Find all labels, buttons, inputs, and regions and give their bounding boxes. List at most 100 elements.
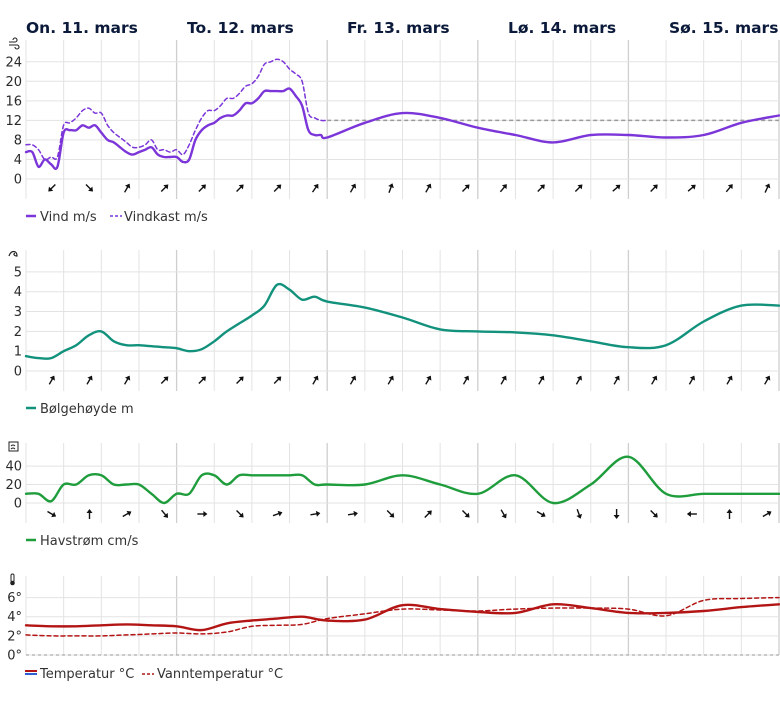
arrow-head [350, 183, 357, 189]
direction-arrow [122, 510, 132, 518]
temp-legend-swatch-bottom [25, 673, 37, 675]
wave-icon-stroke [8, 250, 18, 257]
direction-arrow [725, 184, 733, 193]
y-tick-label: 24 [5, 55, 22, 70]
y-tick-label: 4 [14, 285, 22, 300]
arrow-head [576, 513, 583, 519]
direction-arrow [576, 509, 583, 519]
arrow-head [313, 375, 319, 381]
direction-arrow [349, 183, 357, 193]
arrow-head [238, 512, 244, 518]
arrow-head [88, 186, 94, 192]
arrow-head [126, 510, 132, 517]
arrow-head [203, 511, 208, 517]
y-tick-label: 40 [5, 460, 22, 475]
wind-chart: 0 4 8 12 16 20 24 [5, 37, 780, 199]
y-tick-label: 0° [7, 649, 22, 664]
direction-arrow [86, 509, 93, 519]
arrow-head [464, 184, 470, 190]
arrow-head [276, 184, 282, 190]
direction-arrow [160, 184, 169, 193]
direction-arrow [762, 510, 772, 518]
arrow-head [501, 184, 507, 190]
arrow-head [577, 184, 583, 190]
wind-legend-label: Vind m/s [40, 210, 97, 225]
direction-arrow [85, 183, 94, 192]
series-line-vindkast-m-s [25, 58, 328, 161]
direction-arrow [123, 375, 131, 385]
arrow-head [689, 375, 695, 381]
arrow-head [163, 512, 169, 518]
direction-arrow [272, 510, 283, 517]
day-label: To. 12. mars [187, 19, 294, 37]
arrow-head [576, 375, 582, 381]
y-tick-label: 20 [5, 478, 22, 493]
y-tick-label: 1 [14, 345, 22, 360]
arrow-head [48, 186, 54, 192]
y-tick-label: 3 [14, 305, 22, 320]
series-line-temperatur-c [24, 602, 780, 632]
current-icon-box [8, 441, 19, 452]
series-line-vind-m-s [24, 87, 780, 171]
direction-arrow [198, 376, 206, 385]
temperature-chart: 0° 2° 4° 6° [7, 573, 780, 664]
arrow-head [388, 183, 394, 189]
arrow-head [51, 511, 57, 518]
arrow-head [614, 375, 620, 381]
direction-arrow [425, 183, 432, 193]
arrow-head [86, 509, 93, 513]
direction-arrow [160, 376, 169, 385]
arrow-head [426, 510, 432, 516]
arrow-head [353, 510, 358, 517]
day-label: Fr. 13. mars [347, 19, 450, 37]
direction-arrow [462, 375, 470, 385]
arrow-head [49, 375, 55, 381]
wave-legend: Bølgehøyde m [26, 402, 134, 417]
direction-arrow [613, 375, 620, 385]
temperature-legend: Temperatur °C Vanntemperatur °C [25, 667, 283, 682]
y-tick-label: 16 [5, 94, 22, 109]
wind-icon-stroke [9, 37, 20, 50]
direction-arrow [499, 184, 507, 193]
direction-arrow [575, 375, 582, 385]
arrow-head [766, 510, 772, 517]
current-chart: 0 20 40 [5, 441, 780, 523]
thermometer-icon [10, 573, 15, 586]
direction-arrow [461, 184, 470, 193]
current-icon [8, 441, 19, 452]
arrow-head [125, 375, 131, 381]
y-tick-label: 12 [5, 114, 22, 129]
y-tick-label: 4° [7, 610, 22, 625]
y-tick-label: 2° [7, 629, 22, 644]
arrow-head [276, 376, 282, 382]
wind-legend: Vind m/s Vindkast m/s [26, 210, 208, 225]
arrow-head [652, 512, 658, 518]
direction-arrow [311, 183, 319, 193]
direction-arrow [500, 509, 507, 519]
direction-arrow [764, 183, 771, 193]
y-tick-label: 0 [14, 497, 22, 512]
y-tick-label: 0 [14, 365, 22, 380]
direction-arrow [388, 183, 394, 193]
arrow-head [652, 184, 658, 190]
direction-arrow [461, 509, 470, 518]
arrow-head [277, 510, 283, 517]
arrow-head [87, 375, 93, 381]
arrow-head [315, 510, 321, 517]
y-tick-label: 8 [14, 133, 22, 148]
wave-height-chart: 0 1 2 3 4 5 [8, 250, 780, 391]
direction-arrow [310, 510, 321, 517]
temp-legend-swatch-top [25, 670, 37, 672]
arrow-head [163, 184, 169, 190]
y-tick-label: 20 [5, 75, 22, 90]
arrow-head [727, 184, 733, 190]
current-legend-label: Havstrøm cm/s [40, 534, 139, 549]
series-line-bølgehøyde-m [24, 282, 780, 360]
arrow-head [539, 184, 545, 190]
direction-arrow [197, 511, 208, 517]
arrow-head [540, 511, 546, 518]
arrow-head [238, 376, 244, 382]
arrow-head [501, 375, 507, 381]
y-tick-label: 2 [14, 325, 22, 340]
